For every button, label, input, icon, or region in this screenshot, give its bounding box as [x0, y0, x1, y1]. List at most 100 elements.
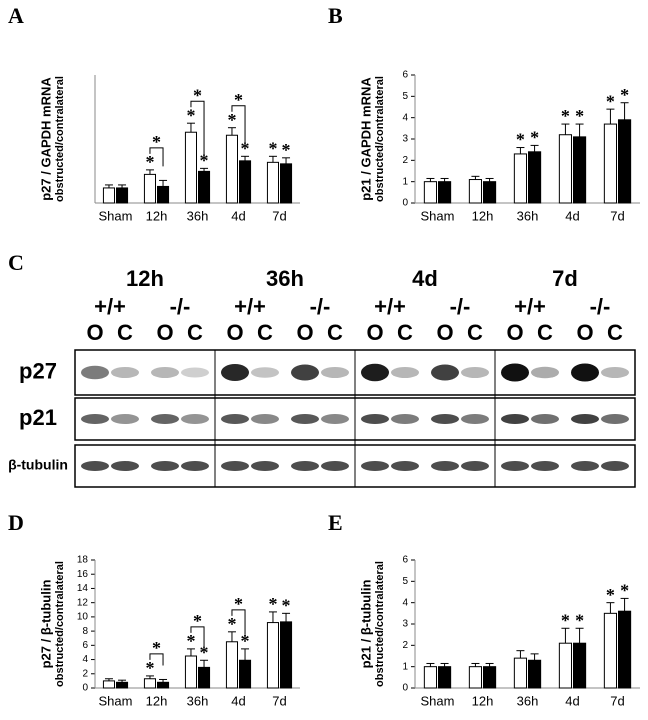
lane-label: C — [257, 320, 273, 345]
x-tick-label: 7d — [610, 693, 624, 708]
significance-star: * — [282, 595, 291, 615]
lane-label: O — [506, 320, 523, 345]
blot-band — [361, 461, 389, 471]
genotype-label: -/- — [170, 294, 191, 319]
y-tick-label: 6 — [402, 70, 408, 81]
bar — [239, 659, 252, 689]
blot-band — [321, 367, 349, 378]
lane-label: C — [537, 320, 553, 345]
blot-strip — [74, 349, 636, 396]
panel-letter: C — [8, 250, 24, 275]
blot-band — [321, 414, 349, 424]
blot-band — [531, 366, 559, 379]
significance-star: * — [145, 658, 154, 678]
y-tick-label: 8 — [82, 626, 88, 637]
y-tick-label: 2 — [402, 640, 408, 651]
significance-star: * — [227, 110, 236, 130]
significance-star: * — [530, 128, 539, 148]
bar — [102, 187, 115, 204]
blot-strip — [74, 444, 636, 488]
bar — [280, 163, 293, 204]
blot-band — [571, 363, 599, 382]
row-label: β-tubulin — [8, 457, 68, 473]
bar — [239, 160, 252, 204]
x-tick-label: 4d — [565, 208, 579, 223]
x-tick-label: 12h — [472, 693, 494, 708]
x-tick-label: 4d — [231, 208, 245, 223]
significance-star: * — [620, 581, 629, 601]
significance-star: * — [575, 106, 584, 126]
significance-star: * — [268, 594, 277, 614]
x-tick-label: 36h — [517, 693, 539, 708]
bar — [573, 642, 587, 689]
blot-band — [221, 414, 249, 424]
genotype-label: +/+ — [234, 294, 266, 319]
blot-band — [461, 461, 489, 471]
significance-star: * — [606, 91, 615, 111]
significance-star: * — [227, 614, 236, 634]
lane-label: C — [467, 320, 483, 345]
significance-star: * — [234, 90, 243, 110]
y-tick-label: 18 — [77, 555, 89, 566]
bar — [528, 659, 542, 689]
x-tick-label: 36h — [517, 208, 539, 223]
bar — [225, 134, 238, 204]
blot-band — [501, 461, 529, 471]
y-tick-label: 4 — [402, 112, 408, 123]
blot-band — [601, 461, 629, 471]
blot-band — [391, 367, 419, 378]
genotype-label: -/- — [590, 294, 611, 319]
blot-band — [221, 461, 249, 471]
bar — [558, 642, 572, 689]
x-tick-label: Sham — [421, 208, 455, 223]
x-tick-label: 4d — [231, 693, 245, 708]
blot-band — [111, 461, 139, 471]
timepoint-label: 4d — [412, 266, 438, 291]
lane-label: C — [607, 320, 623, 345]
y-axis-label: p21 / GAPDH mRNA — [358, 77, 373, 201]
bar — [558, 134, 572, 204]
genotype-label: -/- — [450, 294, 471, 319]
blot-band — [81, 365, 109, 380]
significance-bracket — [190, 100, 205, 155]
timepoint-label: 7d — [552, 266, 578, 291]
bar — [198, 170, 211, 204]
lane-label: C — [397, 320, 413, 345]
y-axis-label: p27 / GAPDH mRNA — [38, 77, 53, 201]
significance-star: * — [241, 138, 250, 158]
significance-star: * — [606, 585, 615, 605]
blot-strip — [74, 397, 636, 441]
x-tick-label: 12h — [472, 208, 494, 223]
bar — [184, 655, 197, 689]
significance-star: * — [620, 85, 629, 105]
lane-label: O — [576, 320, 593, 345]
y-axis-label: p21 / β-tubulin — [358, 580, 373, 669]
bar — [266, 622, 279, 689]
blot-band — [391, 414, 419, 424]
x-tick-label: 12h — [146, 693, 168, 708]
blot-band — [291, 461, 319, 471]
significance-bracket — [231, 609, 246, 635]
bar — [225, 641, 238, 689]
blot-band — [251, 414, 279, 424]
y-tick-label: 4 — [82, 654, 88, 665]
lane-label: C — [117, 320, 133, 345]
blot-band — [111, 414, 139, 424]
x-tick-label: 7d — [272, 693, 286, 708]
y-axis-label: obstructed/contralateral — [54, 76, 66, 202]
x-tick-label: Sham — [99, 208, 133, 223]
blot-band — [81, 461, 109, 471]
significance-star: * — [282, 140, 291, 160]
blot-band — [81, 414, 109, 424]
significance-bracket — [231, 105, 246, 143]
y-axis-label: p27 / β-tubulin — [38, 580, 53, 669]
blot-band — [431, 461, 459, 471]
blot-band — [601, 414, 629, 424]
panel-letter: D — [8, 510, 24, 535]
blot-band — [501, 363, 529, 382]
lane-label: C — [187, 320, 203, 345]
blot-band — [291, 414, 319, 424]
lane-label: O — [156, 320, 173, 345]
blot-band — [181, 367, 209, 378]
